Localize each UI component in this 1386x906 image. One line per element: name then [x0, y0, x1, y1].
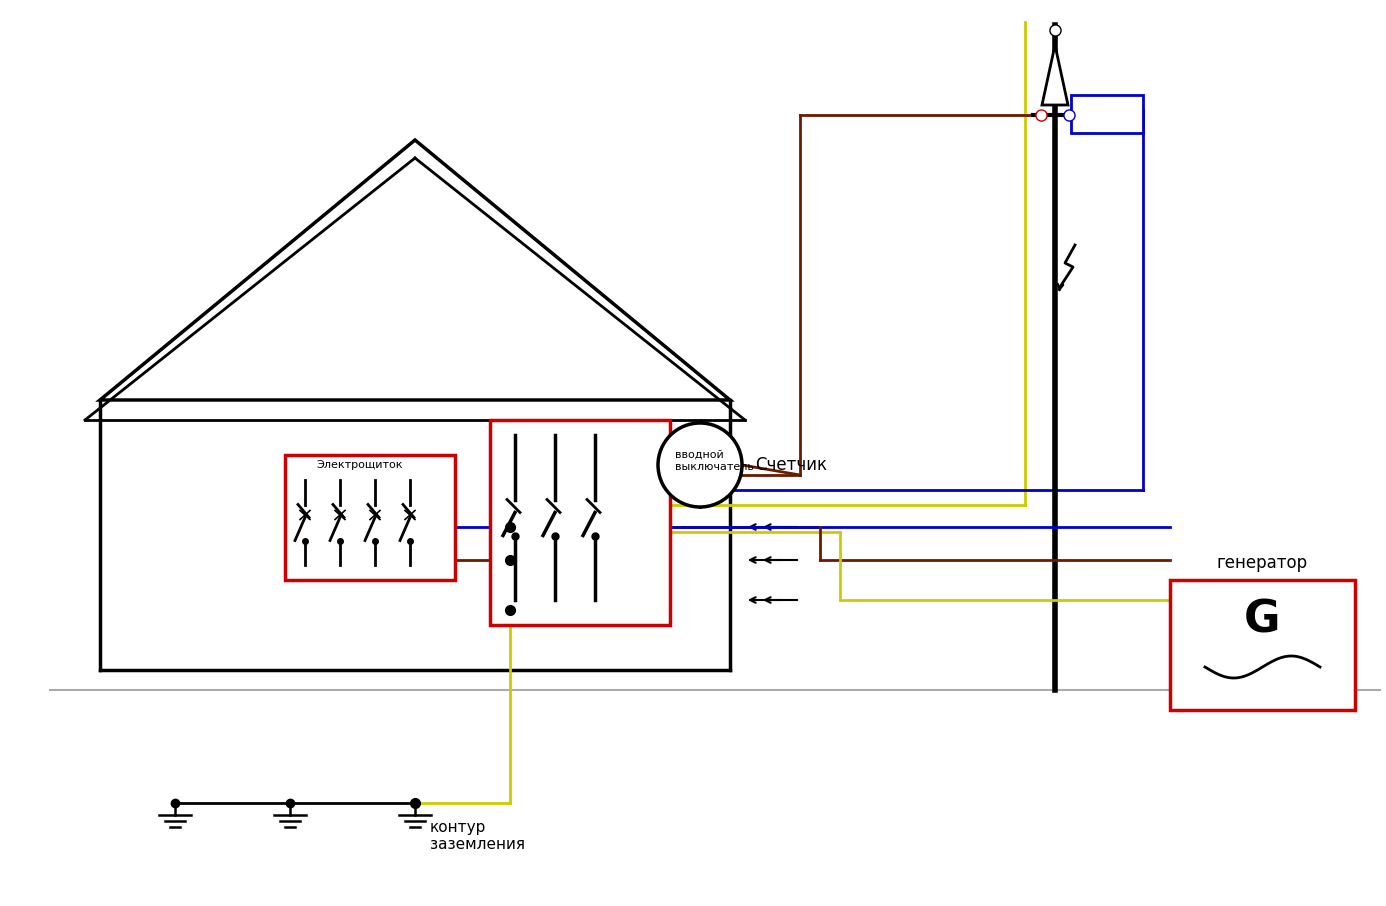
Polygon shape [1042, 45, 1069, 105]
Text: генератор: генератор [1217, 554, 1308, 572]
Text: G: G [1245, 599, 1281, 641]
Text: Счетчик: Счетчик [755, 456, 827, 474]
FancyBboxPatch shape [491, 420, 669, 625]
Text: вводной
выключатель: вводной выключатель [675, 450, 754, 472]
Text: Электрощиток: Электрощиток [317, 460, 403, 470]
FancyBboxPatch shape [286, 455, 455, 580]
FancyBboxPatch shape [1170, 580, 1356, 710]
Circle shape [658, 423, 742, 507]
FancyBboxPatch shape [1071, 95, 1143, 133]
Polygon shape [100, 140, 730, 400]
Text: контур
заземления: контур заземления [430, 820, 525, 853]
